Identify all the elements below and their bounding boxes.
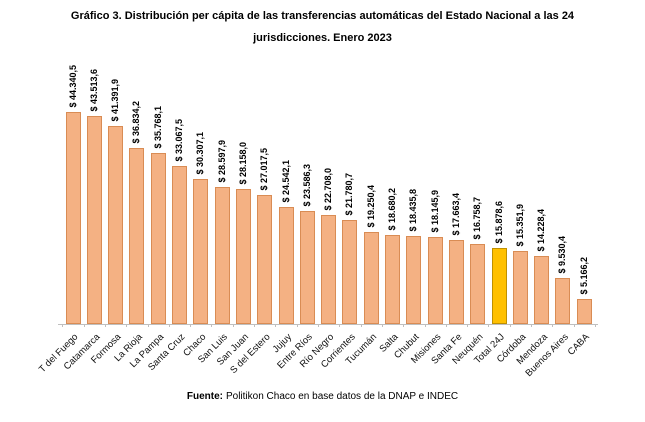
source-note: Fuente: Politikon Chaco en base datos de … <box>0 391 645 402</box>
bar <box>193 179 209 324</box>
chart-title-line-2: jurisdicciones. Enero 2023 <box>253 32 392 44</box>
axis-tick <box>232 324 234 327</box>
axis-tick <box>126 324 128 327</box>
bar-value-label: $ 23.586,3 <box>301 164 312 207</box>
bar-value-label: $ 15.878,6 <box>493 201 504 244</box>
axis-tick <box>168 324 170 327</box>
axis-tick <box>488 324 490 327</box>
bar <box>86 116 102 324</box>
axis-tick <box>275 324 277 327</box>
bar-value-label: $ 24.542,1 <box>280 160 291 203</box>
axis-tick <box>509 324 511 327</box>
bar-value-label: $ 17.663,4 <box>450 193 461 236</box>
bar-value-label: $ 18.435,8 <box>408 189 419 232</box>
bar <box>235 189 251 324</box>
bar-value-label: $ 5.166,2 <box>578 257 589 295</box>
x-axis-line <box>58 324 598 325</box>
bar <box>406 236 422 324</box>
bar <box>427 237 443 324</box>
bar-value-label: $ 43.513,6 <box>88 69 99 112</box>
bar <box>512 251 528 324</box>
source-label: Fuente: <box>186 391 223 402</box>
bar <box>172 166 187 324</box>
bar-value-label: $ 18.680,2 <box>387 188 397 231</box>
bar-value-label: $ 22.708,0 <box>323 168 334 211</box>
bar-value-label: $ 35.768,1 <box>152 106 163 149</box>
axis-tick <box>190 324 192 327</box>
axis-tick <box>360 324 362 327</box>
axis-tick <box>573 324 575 327</box>
bar <box>321 215 337 324</box>
bar <box>555 278 571 324</box>
axis-tick <box>147 324 149 327</box>
bar-value-label: $ 15.351,9 <box>514 204 525 247</box>
axis-tick <box>83 324 85 327</box>
bar <box>534 256 550 324</box>
bar <box>576 299 592 324</box>
axis-tick <box>211 324 213 327</box>
axis-tick <box>254 324 256 327</box>
bar <box>257 195 273 324</box>
bar-value-label: $ 30.307,1 <box>195 132 206 175</box>
bar-value-label: $ 36.834,2 <box>131 101 142 144</box>
bar-value-label: $ 9.530,4 <box>557 236 568 274</box>
axis-tick <box>403 324 405 327</box>
bar-value-label: $ 14.228,4 <box>536 209 547 252</box>
axis-tick <box>62 324 64 327</box>
axis-tick <box>531 324 532 327</box>
axis-tick <box>105 324 106 327</box>
bar <box>65 112 81 324</box>
bar-value-label: $ 16.758,7 <box>472 197 483 240</box>
bar <box>385 235 400 324</box>
bar <box>448 240 464 324</box>
bar-value-label: $ 21.780,7 <box>344 173 355 216</box>
bar-value-label: $ 27.017,5 <box>259 148 270 191</box>
axis-tick <box>318 324 319 327</box>
chart-title-line-1: Gráfico 3. Distribución per cápita de la… <box>70 10 575 22</box>
bar-value-label: $ 33.067,5 <box>174 119 184 162</box>
bar-value-label: $ 28.158,0 <box>237 142 248 185</box>
bar <box>129 148 145 324</box>
axis-tick <box>296 324 298 327</box>
bar-value-label: $ 18.145,9 <box>429 190 440 233</box>
bar <box>214 187 230 324</box>
axis-tick <box>339 324 341 327</box>
bar-value-label: $ 19.250,4 <box>365 185 376 228</box>
axis-tick <box>445 324 447 327</box>
bar <box>491 248 507 324</box>
axis-tick <box>381 324 383 327</box>
source-text: Politikon Chaco en base datos de la DNAP… <box>225 391 459 402</box>
axis-tick <box>424 324 426 327</box>
bar <box>470 244 486 324</box>
chart-title: Gráfico 3. Distribución per cápita de la… <box>0 5 645 49</box>
bar-value-label: $ 28.597,9 <box>216 140 227 183</box>
axis-tick <box>467 324 469 327</box>
axis-tick <box>594 324 596 327</box>
bar <box>150 153 166 324</box>
bar <box>342 220 358 324</box>
axis-tick <box>552 324 554 327</box>
bar <box>108 126 124 324</box>
bar-value-label: $ 44.340,5 <box>67 65 78 108</box>
bar <box>299 211 315 324</box>
bar <box>278 207 294 324</box>
x-axis-label: CABA <box>566 331 593 358</box>
bar-value-label: $ 41.391,9 <box>110 79 121 122</box>
bar <box>363 232 379 324</box>
